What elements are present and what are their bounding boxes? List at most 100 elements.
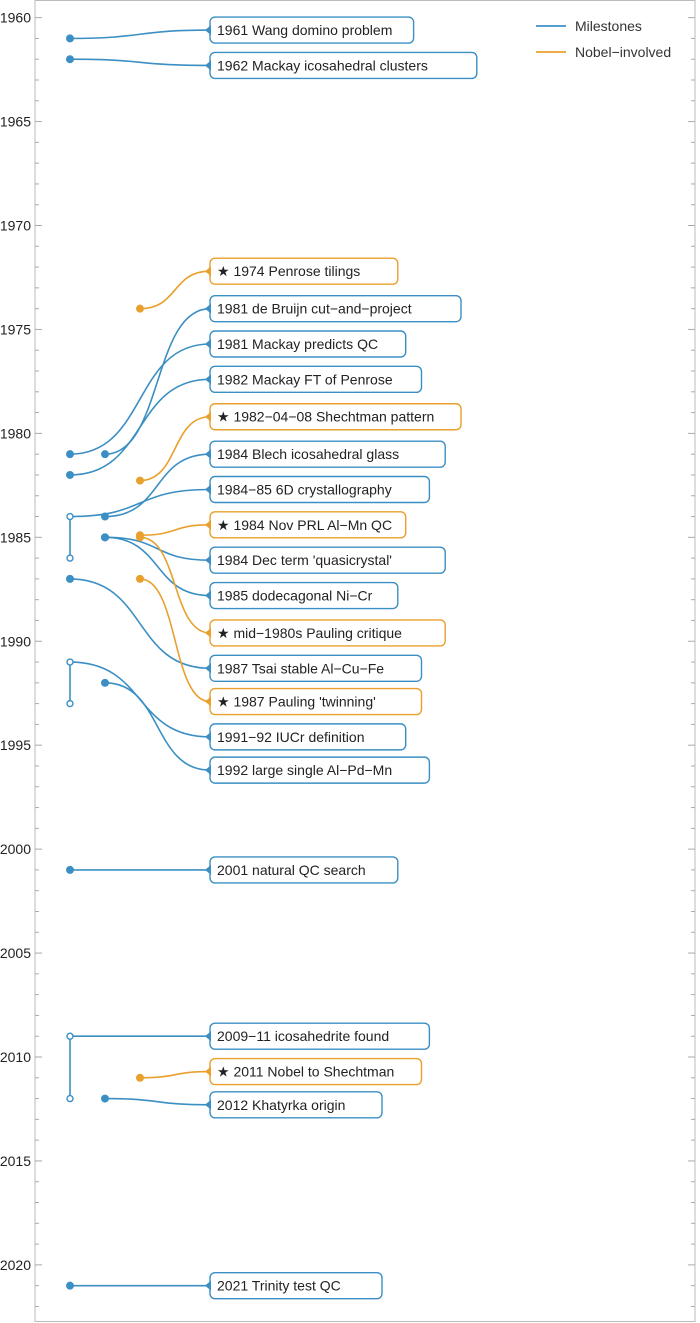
- range-start-dot: [66, 512, 74, 521]
- range-start-dot: [66, 1032, 74, 1040]
- event-dot: [101, 533, 109, 542]
- event-label-pointer: [205, 338, 211, 349]
- y-tick-label: 2000: [0, 841, 31, 857]
- event-dot: [101, 450, 109, 459]
- legend-label: Nobel−involved: [575, 44, 671, 60]
- event-connector: [139, 524, 211, 537]
- event-label-pointer: [205, 696, 211, 707]
- event-dot: [136, 533, 144, 542]
- event-dot: [101, 512, 109, 521]
- y-tick-label: 1960: [0, 10, 31, 26]
- event-label: ★ 1974 Penrose tilings: [217, 263, 360, 279]
- event-label: ★ 2011 Nobel to Shechtman: [217, 1064, 394, 1080]
- event-label: 2021 Trinity test QC: [217, 1278, 341, 1294]
- event-dot: [136, 574, 144, 583]
- event-label-pointer: [205, 1066, 211, 1077]
- event-connector: [139, 1070, 211, 1079]
- legend: Milestones Nobel−involved: [536, 18, 671, 60]
- event-label: 1962 Mackay icosahedral clusters: [217, 57, 428, 73]
- y-tick-label: 1985: [0, 529, 31, 545]
- y-tick-label: 1990: [0, 633, 31, 649]
- y-tick-label: 1995: [0, 737, 31, 753]
- event-label: 1981 de Bruijn cut−and−project: [217, 301, 412, 317]
- event-dot: [66, 865, 74, 874]
- event-connector: [104, 682, 211, 771]
- event-dot: [101, 678, 109, 687]
- event-label: 1984 Dec term 'quasicrystal': [217, 552, 392, 568]
- event-dot: [136, 476, 144, 485]
- event-label: ★ 1984 Nov PRL Al−Mn QC: [217, 517, 392, 533]
- event-connector: [104, 1097, 211, 1106]
- event-label: 1984 Blech icosahedral glass: [217, 446, 399, 462]
- y-tick-label: 2005: [0, 945, 31, 961]
- event-connector: [139, 536, 211, 634]
- event-dot: [66, 470, 74, 479]
- event-label: 1981 Mackay predicts QC: [217, 336, 378, 352]
- event-connector: [69, 378, 211, 476]
- y-tick-label: 1980: [0, 425, 31, 441]
- event-dot: [66, 34, 74, 43]
- range-end-dot: [66, 699, 74, 708]
- event-dots: [66, 34, 144, 1290]
- event-label: 1961 Wang domino problem: [217, 22, 392, 38]
- event-label-pointer: [205, 731, 211, 742]
- event-label: ★ mid−1980s Pauling critique: [217, 625, 402, 641]
- event-label: 1991−92 IUCr definition: [217, 729, 365, 745]
- event-label-pointer: [205, 627, 211, 638]
- event-label-pointer: [205, 484, 211, 495]
- event-connector: [104, 453, 211, 518]
- event-label-pointer: [205, 1099, 211, 1110]
- event-connector: [104, 536, 211, 561]
- event-connector: [139, 270, 211, 310]
- event-connector: [69, 343, 211, 455]
- event-label-pointer: [205, 663, 211, 674]
- event-label: ★ 1987 Pauling 'twinning': [217, 694, 376, 710]
- event-label: 2009−11 icosahedrite found: [217, 1028, 389, 1044]
- event-connector: [104, 307, 211, 455]
- event-dot: [66, 450, 74, 459]
- event-label: 1982 Mackay FT of Penrose: [217, 371, 393, 387]
- event-connector: [69, 29, 211, 40]
- event-label-pointer: [205, 519, 211, 530]
- event-dot: [136, 304, 144, 313]
- event-label-pointer: [205, 374, 211, 385]
- event-connector: [104, 536, 211, 597]
- y-tick-label: 2020: [0, 1257, 31, 1273]
- event-dot: [66, 1281, 74, 1290]
- connectors: [69, 29, 211, 1287]
- event-dot: [66, 574, 74, 583]
- event-labels: 1961 Wang domino problem 1962 Mackay icos…: [205, 16, 478, 1300]
- event-label-pointer: [205, 411, 211, 422]
- event-label: 1985 dodecagonal Ni−Cr: [217, 588, 373, 604]
- event-connector: [69, 578, 211, 670]
- legend-label: Milestones: [575, 18, 642, 34]
- event-connector: [139, 415, 211, 482]
- event-label: 2012 Khatyrka origin: [217, 1097, 345, 1113]
- event-label-pointer: [205, 449, 211, 460]
- y-tick-label: 1965: [0, 114, 31, 130]
- event-label: 2001 natural QC search: [217, 862, 366, 878]
- y-tick-label: 2015: [0, 1153, 31, 1169]
- range-end-dot: [66, 1094, 74, 1103]
- event-label-pointer: [205, 765, 211, 776]
- event-label: 1987 Tsai stable Al−Cu−Fe: [217, 660, 384, 676]
- event-label-pointer: [205, 1280, 211, 1291]
- y-tick-label: 2010: [0, 1049, 31, 1065]
- event-label: ★ 1982−04−08 Shechtman pattern: [217, 409, 434, 425]
- event-dot: [101, 1094, 109, 1103]
- y-tick-label: 1970: [0, 218, 31, 234]
- event-label-pointer: [205, 25, 211, 36]
- event-label-pointer: [205, 1031, 211, 1042]
- y-tick-label: 1975: [0, 321, 31, 337]
- event-label-pointer: [205, 266, 211, 277]
- event-label: 1992 large single Al−Pd−Mn: [217, 762, 392, 778]
- event-dot: [136, 1073, 144, 1082]
- event-label-pointer: [205, 303, 211, 314]
- range-start-dot: [66, 658, 74, 666]
- event-label: 1984−85 6D crystallography: [217, 482, 392, 498]
- event-connector: [69, 488, 211, 518]
- event-dot: [66, 55, 74, 64]
- event-label-pointer: [205, 864, 211, 875]
- event-label-pointer: [205, 60, 211, 71]
